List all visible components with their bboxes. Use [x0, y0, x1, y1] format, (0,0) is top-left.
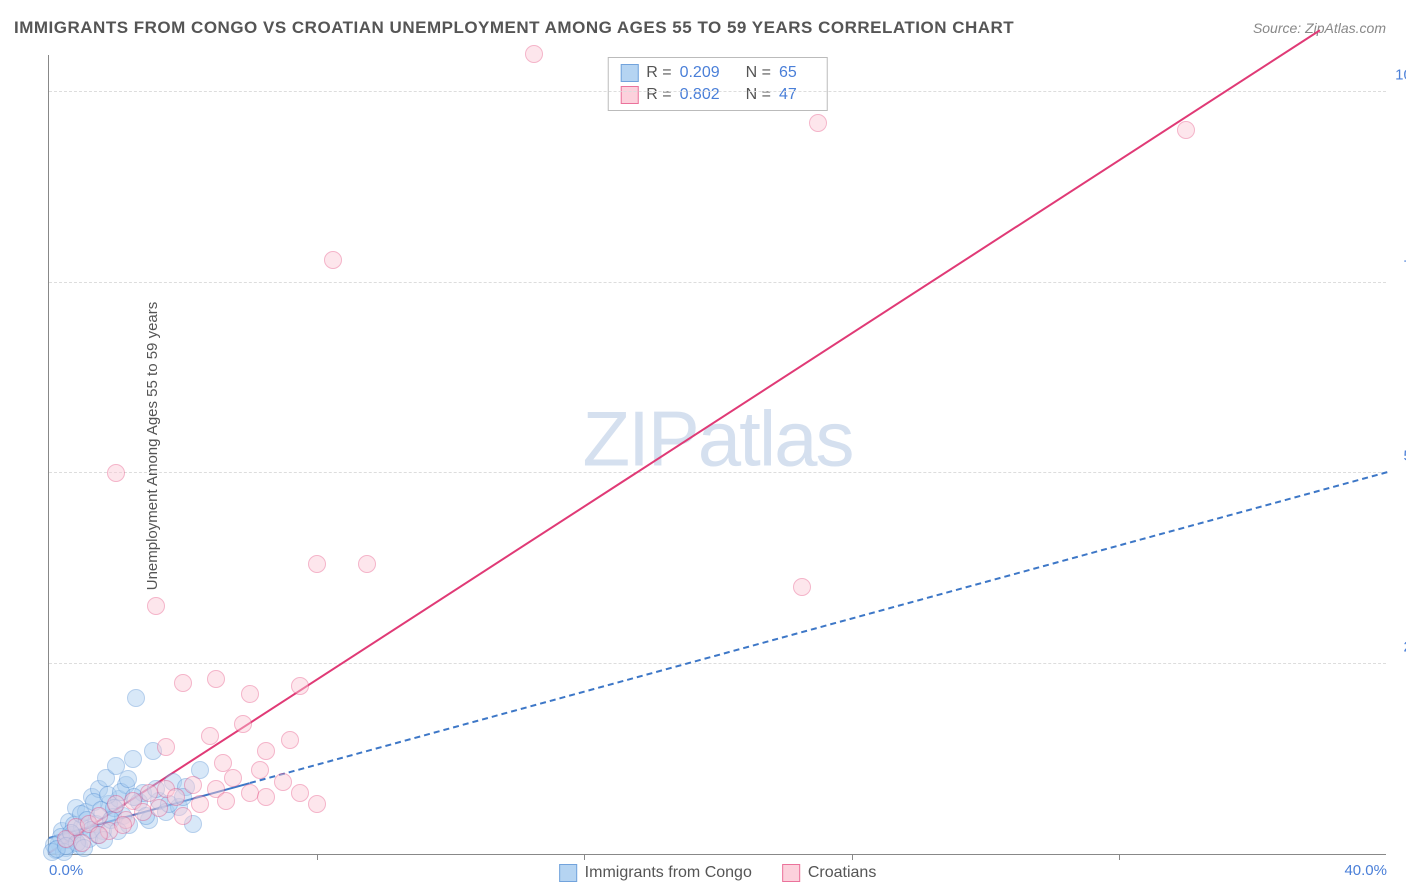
stats-row-series1: R = 0.209 N = 65: [620, 62, 815, 84]
scatter-point: [224, 769, 242, 787]
legend-label: Croatians: [808, 864, 876, 882]
scatter-point: [358, 555, 376, 573]
scatter-point: [90, 826, 108, 844]
scatter-point: [324, 251, 342, 269]
x-tick-mark: [852, 854, 853, 860]
x-tick-label: 0.0%: [49, 862, 83, 879]
y-tick-label: 75.0%: [1391, 257, 1406, 274]
scatter-point: [184, 776, 202, 794]
r-label: R =: [646, 86, 671, 104]
legend-label: Immigrants from Congo: [585, 864, 752, 882]
scatter-point: [207, 670, 225, 688]
scatter-point: [174, 807, 192, 825]
chart-title: IMMIGRANTS FROM CONGO VS CROATIAN UNEMPL…: [14, 18, 1014, 38]
scatter-point: [308, 795, 326, 813]
source-attribution: Source: ZipAtlas.com: [1253, 20, 1386, 36]
scatter-point: [124, 750, 142, 768]
plot-area: ZIPatlas R = 0.209 N = 65 R = 0.802 N = …: [48, 55, 1386, 855]
scatter-point: [251, 761, 269, 779]
scatter-point: [1177, 121, 1195, 139]
scatter-point: [525, 45, 543, 63]
n-label: N =: [746, 64, 771, 82]
r-value: 0.802: [680, 86, 720, 104]
scatter-point: [174, 674, 192, 692]
scatter-point: [134, 803, 152, 821]
scatter-point: [281, 731, 299, 749]
swatch-icon: [620, 64, 638, 82]
x-tick-mark: [317, 854, 318, 860]
scatter-point: [114, 816, 132, 834]
stats-legend-box: R = 0.209 N = 65 R = 0.802 N = 47: [607, 57, 828, 111]
y-tick-label: 25.0%: [1391, 638, 1406, 655]
scatter-point: [201, 727, 219, 745]
scatter-point: [150, 799, 168, 817]
scatter-point: [73, 834, 91, 852]
scatter-point: [257, 742, 275, 760]
n-value: 65: [779, 64, 797, 82]
y-tick-label: 50.0%: [1391, 448, 1406, 465]
scatter-point: [127, 689, 145, 707]
watermark: ZIPatlas: [582, 393, 852, 484]
scatter-point: [241, 784, 259, 802]
y-tick-label: 100.0%: [1391, 67, 1406, 84]
gridline: [49, 282, 1386, 283]
scatter-point: [191, 795, 209, 813]
gridline: [49, 663, 1386, 664]
gridline: [49, 91, 1386, 92]
r-value: 0.209: [680, 64, 720, 82]
x-tick-mark: [584, 854, 585, 860]
swatch-icon: [782, 864, 800, 882]
scatter-point: [167, 788, 185, 806]
scatter-point: [241, 685, 259, 703]
scatter-point: [157, 738, 175, 756]
scatter-point: [147, 597, 165, 615]
scatter-point: [274, 773, 292, 791]
scatter-point: [809, 114, 827, 132]
trendline: [249, 471, 1387, 784]
x-tick-label: 40.0%: [1344, 862, 1387, 879]
scatter-point: [291, 677, 309, 695]
x-tick-mark: [1119, 854, 1120, 860]
scatter-point: [257, 788, 275, 806]
swatch-icon: [559, 864, 577, 882]
scatter-point: [217, 792, 235, 810]
swatch-icon: [620, 86, 638, 104]
bottom-legend: Immigrants from Congo Croatians: [559, 864, 877, 882]
scatter-point: [234, 715, 252, 733]
legend-item-series2: Croatians: [782, 864, 876, 882]
n-label: N =: [746, 86, 771, 104]
scatter-point: [308, 555, 326, 573]
scatter-point: [107, 464, 125, 482]
n-value: 47: [779, 86, 797, 104]
stats-row-series2: R = 0.802 N = 47: [620, 84, 815, 106]
legend-item-series1: Immigrants from Congo: [559, 864, 752, 882]
gridline: [49, 472, 1386, 473]
r-label: R =: [646, 64, 671, 82]
scatter-point: [793, 578, 811, 596]
scatter-point: [291, 784, 309, 802]
scatter-point: [214, 754, 232, 772]
scatter-point: [119, 770, 137, 788]
